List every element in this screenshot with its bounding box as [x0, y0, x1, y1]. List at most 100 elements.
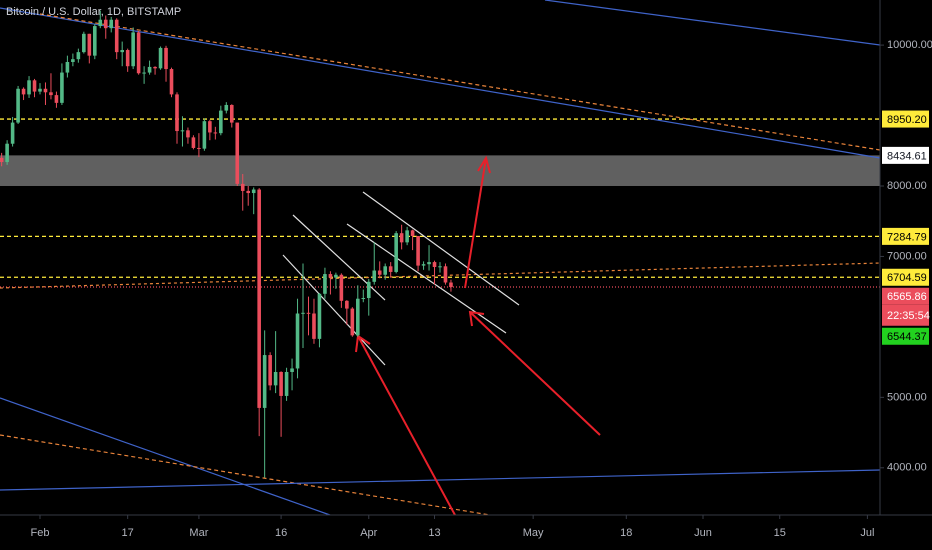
candle-body [383, 266, 388, 275]
candle-body [27, 80, 31, 95]
candle-body [0, 157, 4, 163]
candle-body [394, 233, 398, 272]
candle-body [16, 88, 20, 123]
arrow [357, 335, 456, 516]
candle-body [87, 33, 92, 56]
price-label: 8434.61 [887, 150, 927, 162]
candle-body [224, 104, 229, 111]
candle-body [208, 121, 212, 133]
candle-body [301, 312, 305, 314]
price-label-bg [882, 268, 929, 286]
candle-body [191, 137, 196, 148]
axis-layer: 10000.00 8000.00 7000.00 5000.00 4000.00 Feb 1… [31, 39, 932, 539]
candle-body [279, 371, 283, 396]
candle-body [142, 72, 146, 74]
candle-body [175, 94, 179, 132]
countdown-label: 22:35:54 [887, 310, 930, 322]
x-tick-label: 16 [275, 527, 287, 539]
candle-body [10, 122, 15, 144]
candle-body [273, 371, 278, 386]
candle-body [443, 266, 448, 283]
candle-body [366, 281, 371, 299]
candle-body [197, 147, 201, 149]
zone-layer [0, 155, 880, 186]
candle-body [449, 282, 453, 288]
candle-body [103, 19, 108, 29]
candle-body [399, 233, 404, 243]
channel-line [282, 254, 386, 366]
price-label: 8950.20 [887, 114, 927, 126]
candle-body [377, 270, 382, 275]
arrow-head [468, 310, 485, 327]
candle-body [202, 121, 207, 149]
candle-body [410, 230, 415, 237]
candle-body [388, 266, 393, 272]
price-label-bg [882, 146, 929, 164]
candle-body [284, 371, 289, 396]
candle-body [361, 298, 366, 300]
candle-body [60, 72, 64, 103]
candle-body [262, 355, 267, 408]
candle-body [317, 293, 322, 339]
candle-body [416, 236, 420, 266]
y-tick-label: 8000.00 [887, 180, 927, 192]
x-tick-label: Jul [860, 527, 874, 539]
candle-body [345, 300, 349, 309]
candle-body [235, 122, 240, 184]
candle-body [421, 264, 426, 266]
candle-body [180, 130, 185, 132]
candle-body [65, 61, 70, 73]
x-tick-label: Feb [31, 527, 50, 539]
candle-body [136, 32, 141, 74]
candle-body [438, 266, 442, 268]
candle-body [147, 66, 152, 73]
channel-line [346, 223, 507, 334]
candle-body [312, 313, 316, 339]
candle-body [54, 95, 59, 103]
arrow [469, 311, 601, 436]
x-tick-label: 13 [428, 527, 440, 539]
candle-body [49, 92, 53, 96]
candle-body [350, 308, 355, 336]
price-label-bg [882, 227, 929, 245]
candle-body [169, 69, 174, 95]
candle-body [186, 130, 190, 138]
zone [0, 155, 880, 186]
price-label-bg [882, 110, 929, 128]
candle-body [290, 368, 294, 372]
candle-body [246, 190, 251, 194]
x-tick-label: May [523, 527, 544, 539]
candle-body [21, 88, 26, 95]
drawings [0, 0, 881, 516]
candle-body [76, 52, 81, 60]
candle-body [82, 33, 86, 53]
candle-body [257, 189, 261, 408]
candle-body [98, 19, 103, 27]
candle-body [131, 32, 135, 67]
candle-layer [0, 10, 453, 478]
candle-body [229, 104, 234, 123]
candle-body [251, 189, 256, 194]
candle-body [109, 19, 114, 29]
arrow-head [477, 155, 491, 174]
x-tick-label: 18 [620, 527, 632, 539]
arrow [464, 157, 487, 289]
channel-line [362, 191, 520, 306]
candle-body [432, 262, 437, 268]
candle-body [92, 26, 97, 56]
x-tick-label: Apr [360, 527, 377, 539]
candle-body [32, 80, 37, 92]
candle-body [71, 59, 75, 62]
candle-body [306, 312, 311, 314]
candle-body [268, 355, 272, 386]
candle-body [43, 88, 48, 93]
x-tick-label: 15 [774, 527, 786, 539]
candle-body [328, 274, 333, 278]
price-label: 6565.86 [887, 291, 927, 303]
candle-body [339, 274, 344, 301]
candle-body [219, 110, 223, 134]
y-tick-label: 7000.00 [887, 250, 927, 262]
trend-line [0, 434, 491, 516]
y-tick-label: 4000.00 [887, 462, 927, 474]
y-tick-label: 5000.00 [887, 391, 927, 403]
